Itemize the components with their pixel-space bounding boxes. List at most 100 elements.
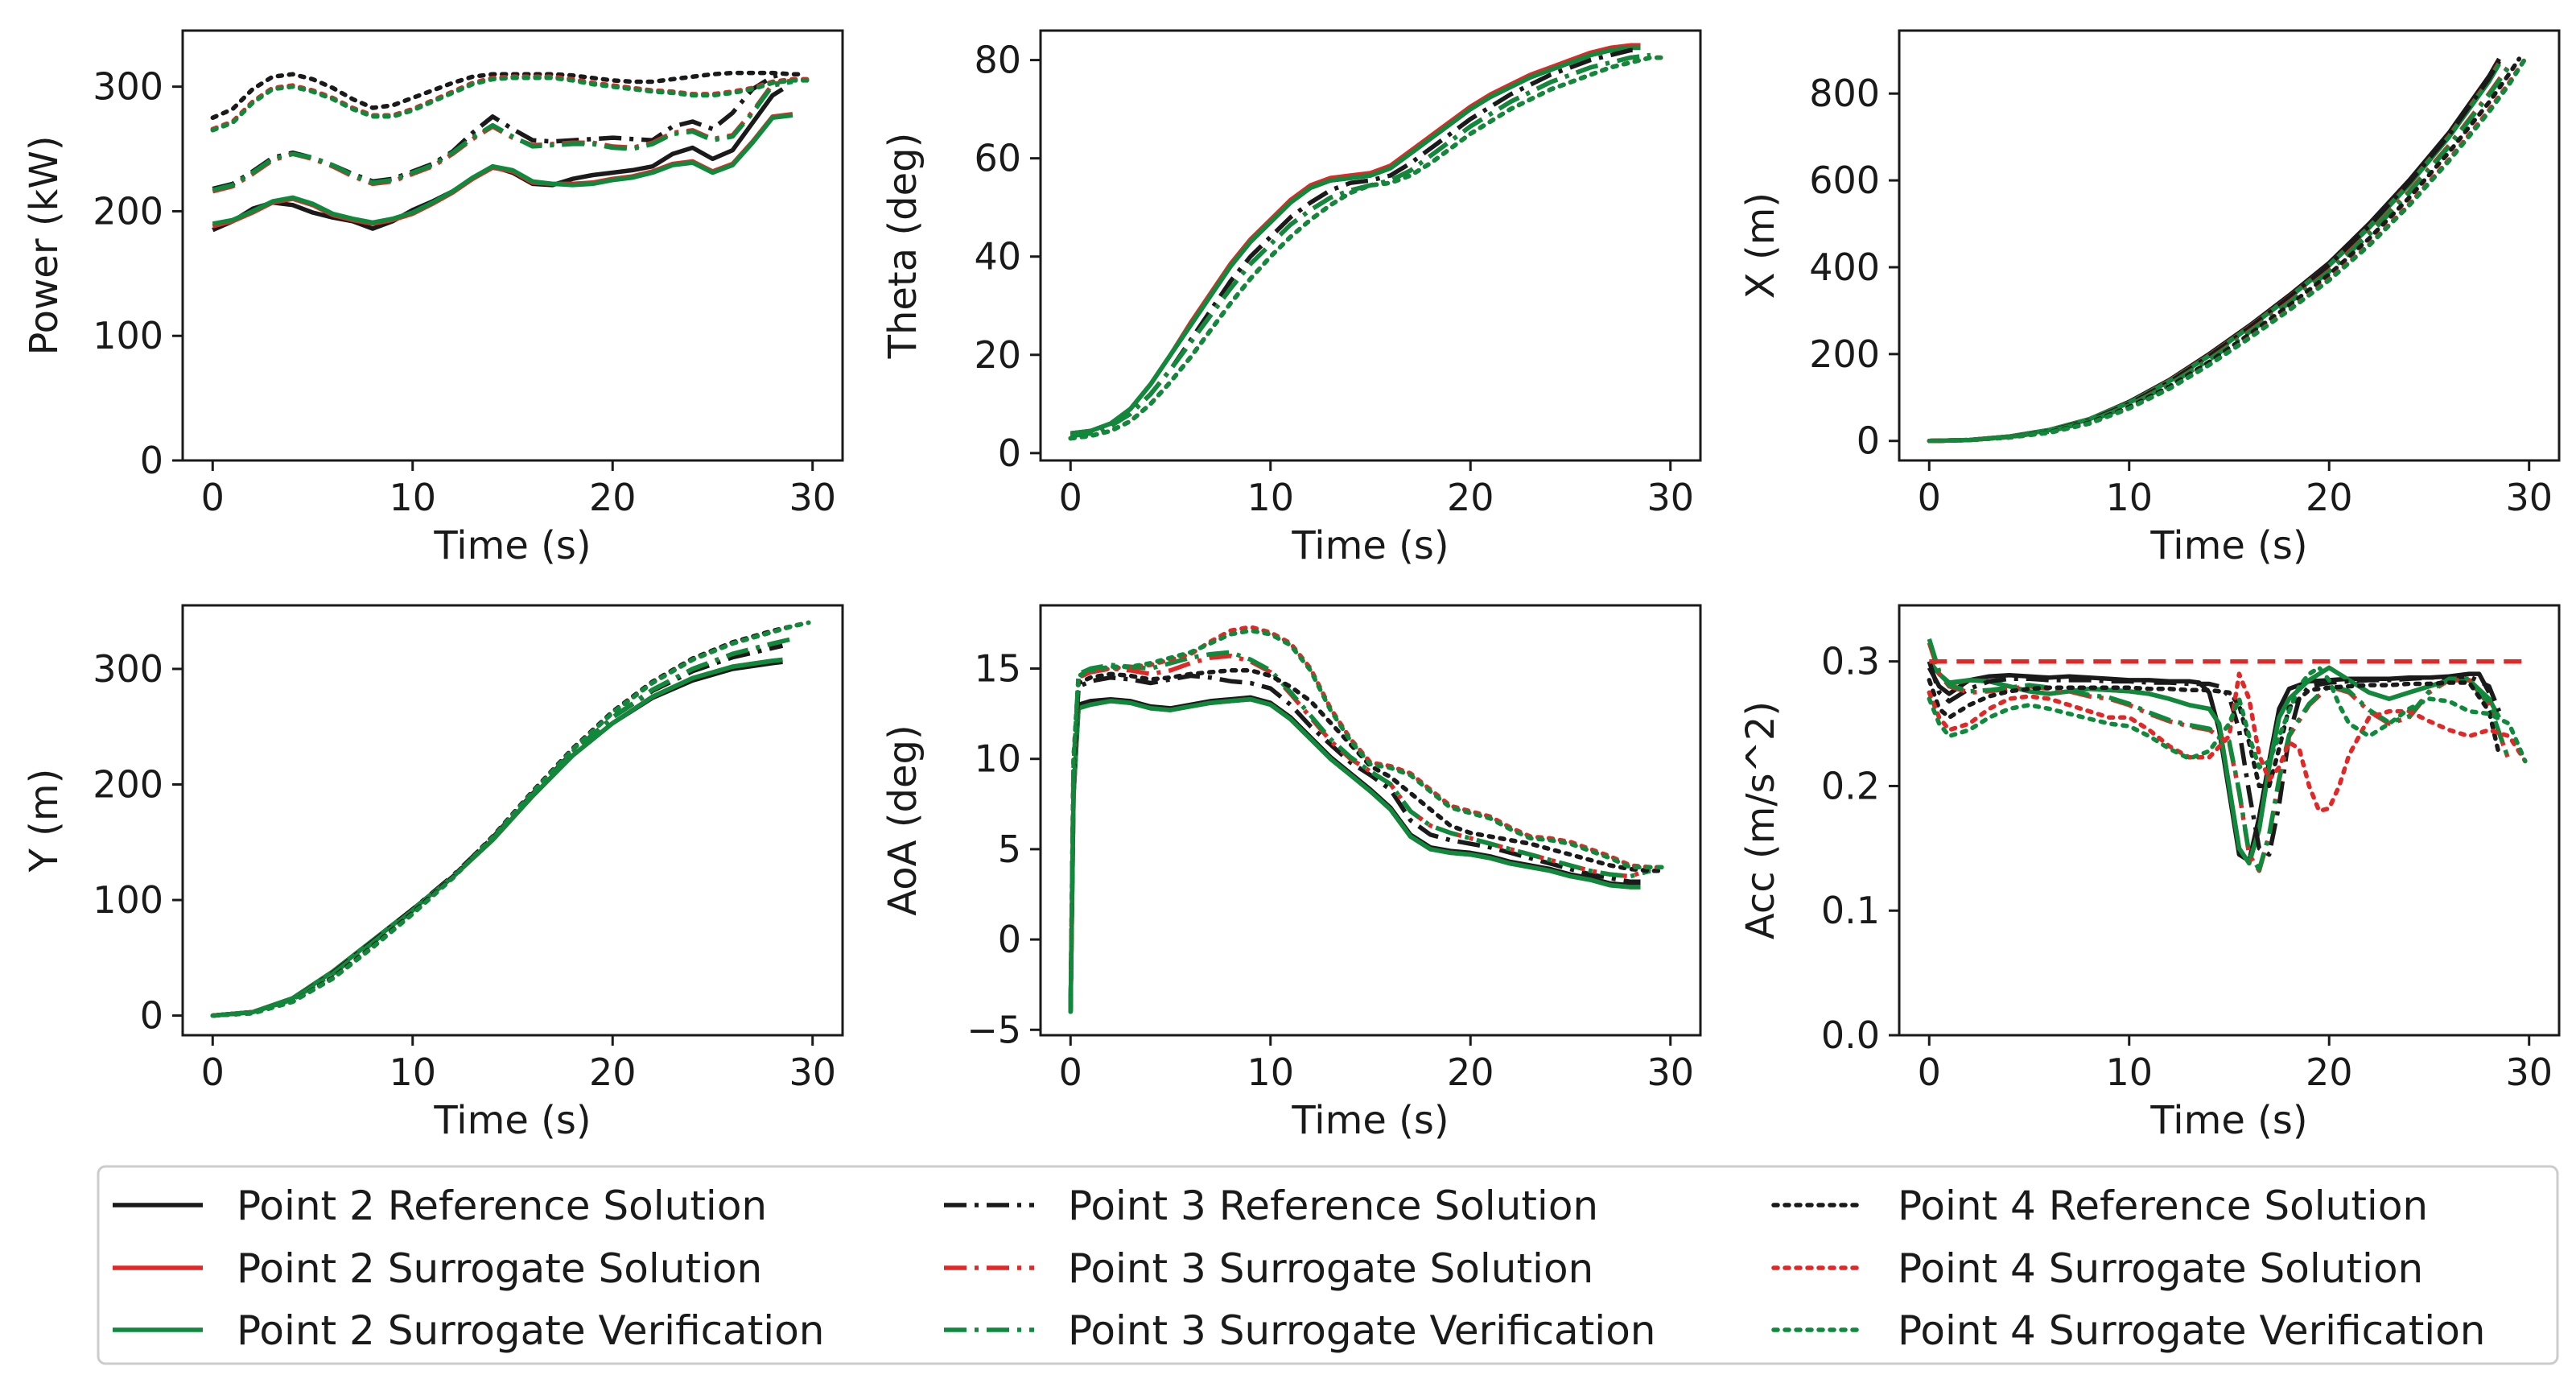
- legend-label: Point 4 Surrogate Solution: [1898, 1245, 2423, 1292]
- legend-item-point-2-surrogate-solution: Point 2 Surrogate Solution: [113, 1245, 762, 1292]
- series-group: [1068, 43, 1669, 441]
- x-tick-label: 10: [389, 476, 436, 519]
- x-axis-label: Time (s): [433, 1098, 591, 1143]
- x-axis-label: Time (s): [433, 523, 591, 568]
- series-point-2-reference-solution: [1929, 57, 2501, 444]
- series-group: [210, 70, 811, 233]
- series-point-4-surrogate-verification: [1068, 628, 1669, 1014]
- y-tick-label: 300: [93, 647, 163, 691]
- axes-frame: [1898, 604, 2561, 1037]
- y-tick-label: 15: [974, 647, 1021, 691]
- series-point-4-reference-solution: [1068, 55, 1663, 441]
- x-tick-label: 30: [1647, 476, 1694, 519]
- series-point-3-reference-solution: [1068, 673, 1641, 1012]
- y-tick-label: 300: [93, 65, 163, 109]
- axes-frame: [1039, 604, 1702, 1037]
- y-axis-label: Theta (deg): [880, 133, 925, 360]
- y-tick-label: 0.2: [1821, 764, 1880, 807]
- series-point-4-surrogate-verification: [1068, 55, 1669, 441]
- legend-item-point-4-surrogate-verification: Point 4 Surrogate Verification: [1771, 1307, 2485, 1354]
- x-tick-label: 30: [789, 476, 836, 519]
- series-point-4-surrogate-verification: [210, 76, 811, 133]
- series-group: [210, 620, 811, 1018]
- series-point-4-surrogate-verification: [1927, 56, 2528, 444]
- series-point-3-surrogate-verification: [212, 79, 793, 192]
- series-point-4-reference-solution: [1927, 56, 2522, 444]
- legend-frame: [97, 1165, 2559, 1365]
- y-tick-label: 100: [93, 878, 163, 922]
- y-tick-label: 10: [974, 737, 1021, 781]
- series-point-3-surrogate-solution: [1929, 64, 2512, 444]
- x-tick-label: 10: [1247, 476, 1294, 519]
- x-tick-label: 0: [1059, 476, 1082, 519]
- legend-item-point-2-surrogate-verification: Point 2 Surrogate Verification: [113, 1307, 824, 1354]
- y-tick-label: 80: [974, 39, 1021, 82]
- series-point-2-surrogate-verification: [1929, 63, 2501, 444]
- series-point-4-surrogate-solution: [1068, 625, 1669, 1014]
- series-point-4-surrogate-verification: [210, 620, 811, 1018]
- legend-item-point-4-reference-solution: Point 4 Reference Solution: [1771, 1183, 2428, 1229]
- series-point-2-surrogate-verification: [212, 657, 783, 1018]
- x-tick-label: 20: [2306, 476, 2353, 519]
- y-axis-label: Power (kW): [22, 135, 67, 355]
- y-tick-label: 0.3: [1821, 640, 1880, 683]
- series-point-4-reference-solution: [210, 70, 806, 121]
- series-group: [1927, 638, 2528, 873]
- x-tick-label: 10: [389, 1051, 436, 1094]
- x-tick-label: 0: [201, 476, 225, 519]
- series-point-2-surrogate-verification: [212, 113, 793, 226]
- x-axis-label: Time (s): [1291, 523, 1449, 568]
- series-point-2-reference-solution: [212, 87, 784, 233]
- y-tick-label: 200: [93, 189, 163, 233]
- legend-label: Point 2 Surrogate Solution: [237, 1245, 762, 1292]
- y-tick-label: 0: [998, 918, 1021, 961]
- axes-frame: [1039, 29, 1702, 462]
- legend-label: Point 2 Surrogate Verification: [237, 1307, 824, 1354]
- series-point-3-reference-solution: [1927, 660, 2502, 857]
- series-point-2-surrogate-solution: [1929, 61, 2501, 444]
- x-tick-label: 20: [1447, 476, 1494, 519]
- x-tick-label: 30: [1647, 1051, 1694, 1094]
- subplot-aoa-deg: 0 10 20 30 −5 0 5 10 15 Time (s) AoA (deg): [880, 604, 1702, 1143]
- legend-item-point-3-surrogate-verification: Point 3 Surrogate Verification: [944, 1307, 1655, 1354]
- axes-frame: [181, 604, 844, 1037]
- x-axis-label: Time (s): [1291, 1098, 1449, 1143]
- series-point-3-surrogate-verification: [1070, 52, 1651, 439]
- series-group: [1927, 56, 2528, 444]
- y-tick-label: 200: [93, 763, 163, 807]
- y-axis-label: Y (m): [22, 769, 67, 873]
- legend-label: Point 3 Surrogate Solution: [1068, 1245, 1593, 1292]
- legend-item-point-2-reference-solution: Point 2 Reference Solution: [113, 1183, 767, 1229]
- legend-label: Point 2 Reference Solution: [237, 1183, 767, 1229]
- x-tick-label: 20: [589, 1051, 637, 1094]
- subplot-x-m: 0 10 20 30 0 200 400 600 800 Time (s) X (m): [1738, 29, 2561, 568]
- y-tick-label: 40: [974, 235, 1021, 279]
- series-point-3-surrogate-verification: [212, 636, 793, 1018]
- y-tick-label: 800: [1809, 72, 1880, 115]
- legend-label: Point 4 Surrogate Verification: [1898, 1307, 2485, 1354]
- y-tick-label: 400: [1809, 246, 1880, 289]
- y-tick-label: 600: [1809, 159, 1880, 202]
- legend-items: Point 2 Reference Solution Point 2 Surrog…: [113, 1183, 2485, 1354]
- y-axis-label: X (m): [1738, 192, 1783, 299]
- axes-frame: [181, 29, 844, 462]
- series-point-4-surrogate-solution: [1068, 55, 1669, 441]
- x-tick-label: 20: [2306, 1051, 2353, 1094]
- series-point-3-surrogate-verification: [1927, 638, 2512, 872]
- x-tick-label: 0: [201, 1051, 225, 1094]
- y-axis-label: AoA (deg): [880, 724, 925, 915]
- legend-label: Point 3 Reference Solution: [1068, 1183, 1598, 1229]
- x-tick-label: 30: [2505, 476, 2553, 519]
- series-point-3-surrogate-verification: [1929, 65, 2512, 444]
- y-tick-label: 20: [974, 333, 1021, 377]
- legend-label: Point 3 Surrogate Verification: [1068, 1307, 1655, 1354]
- series-point-3-surrogate-solution: [1070, 52, 1651, 439]
- x-tick-label: 30: [789, 1051, 836, 1094]
- x-tick-label: 20: [589, 476, 637, 519]
- series-point-2-surrogate-verification: [1070, 45, 1641, 436]
- series-point-2-surrogate-verification: [1068, 696, 1641, 1012]
- series-point-4-surrogate-solution: [1927, 56, 2528, 444]
- y-tick-label: 60: [974, 137, 1021, 180]
